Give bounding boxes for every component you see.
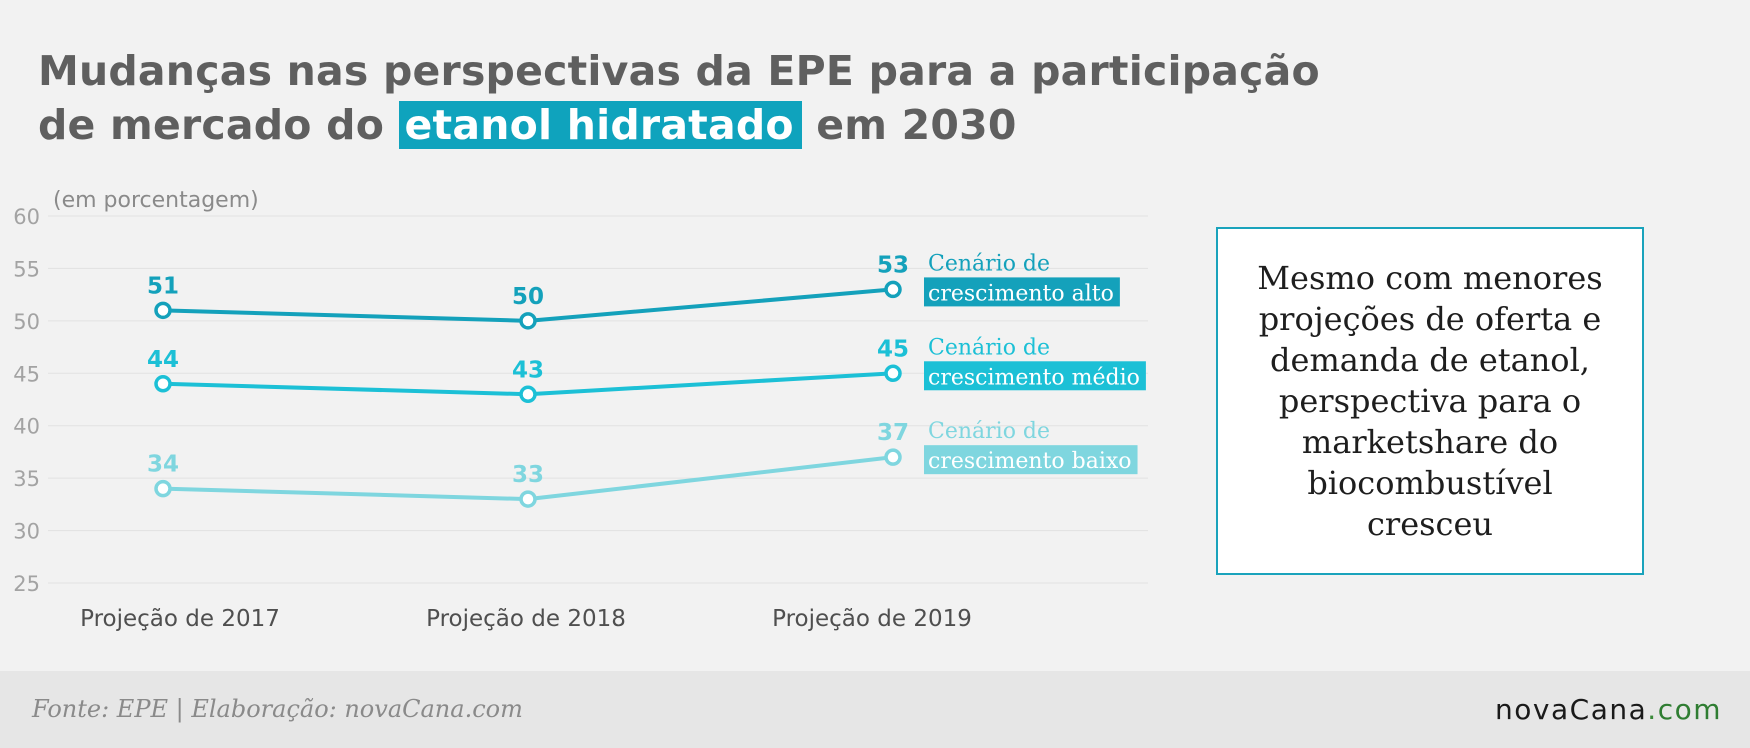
y-tick-label-55: 55 bbox=[13, 257, 40, 281]
data-label-s3-1: 34 bbox=[147, 452, 179, 478]
logo-cana: Cana bbox=[1569, 693, 1648, 726]
data-label-s3-3: 37 bbox=[877, 420, 909, 446]
data-point-s2-3 bbox=[884, 364, 902, 383]
data-point-s3-2 bbox=[519, 490, 537, 508]
y-tick-label-30: 30 bbox=[13, 520, 40, 544]
series-label-line2-3: crescimento baixo bbox=[928, 449, 1132, 474]
data-point-s2-1 bbox=[154, 375, 172, 393]
novacana-logo[interactable]: novaCana.com bbox=[1495, 693, 1722, 726]
logo-dot: . bbox=[1647, 693, 1658, 726]
series-label-bg-1 bbox=[924, 277, 1120, 307]
logo-com: com bbox=[1657, 693, 1722, 726]
series-label-line1-1: Cenário de bbox=[928, 251, 1050, 276]
series-label-line2-1: crescimento alto bbox=[928, 281, 1114, 306]
series-label-bg-2 bbox=[924, 361, 1146, 391]
y-tick-label-25: 25 bbox=[13, 572, 40, 596]
chart-title: Mudanças nas perspectivas da EPE para a … bbox=[38, 44, 1320, 152]
data-label-s2-1: 44 bbox=[147, 347, 179, 373]
y-unit-label: (em porcentagem) bbox=[53, 188, 259, 213]
series-label-line1-2: Cenário de bbox=[928, 335, 1050, 360]
callout-text: Mesmo com menores projeções de oferta e … bbox=[1257, 258, 1603, 543]
y-tick-label-45: 45 bbox=[13, 362, 40, 386]
title-line-2-start: de mercado do bbox=[38, 101, 385, 149]
x-tick-label-1: Projeção de 2017 bbox=[80, 606, 280, 632]
y-tick-label-50: 50 bbox=[13, 310, 40, 334]
data-point-s3-3 bbox=[884, 448, 902, 466]
x-tick-label-3: Projeção de 2019 bbox=[772, 606, 972, 632]
logo-nova: nova bbox=[1495, 693, 1570, 726]
line-chart: 25 30 35 40 45 50 55 60 (em porcentagem) Projeção… bbox=[13, 188, 1148, 632]
data-label-s1-2: 50 bbox=[512, 284, 544, 310]
y-tick-label-60: 60 bbox=[13, 205, 40, 229]
data-point-s1-3 bbox=[884, 280, 902, 299]
data-point-s3-1 bbox=[154, 479, 172, 498]
title-line-2-end: em 2030 bbox=[816, 101, 1017, 149]
data-point-s1-2 bbox=[519, 312, 537, 330]
callout-box: Mesmo com menores projeções de oferta e … bbox=[1216, 227, 1644, 575]
data-label-s2-3: 45 bbox=[877, 336, 909, 362]
footer-bar: Fonte: EPE | Elaboração: novaCana.com no… bbox=[0, 671, 1750, 748]
title-line-1: Mudanças nas perspectivas da EPE para a … bbox=[38, 47, 1320, 95]
data-label-s1-3: 53 bbox=[877, 252, 909, 278]
source-credit: Fonte: EPE | Elaboração: novaCana.com bbox=[32, 695, 523, 723]
series-label-line2-2: crescimento médio bbox=[928, 365, 1140, 390]
y-tick-label-35: 35 bbox=[13, 467, 40, 491]
title-highlight: etanol hidratado bbox=[398, 101, 802, 149]
y-tick-label-40: 40 bbox=[13, 415, 40, 439]
data-label-s2-2: 43 bbox=[512, 357, 544, 383]
x-tick-label-2: Projeção de 2018 bbox=[426, 606, 626, 632]
series-label-line1-3: Cenário de bbox=[928, 419, 1050, 444]
data-point-s2-2 bbox=[519, 385, 537, 404]
data-label-s3-2: 33 bbox=[512, 462, 544, 488]
series-label-bg-3 bbox=[924, 445, 1138, 475]
data-point-s1-1 bbox=[154, 301, 172, 320]
data-label-s1-1: 51 bbox=[147, 273, 179, 299]
